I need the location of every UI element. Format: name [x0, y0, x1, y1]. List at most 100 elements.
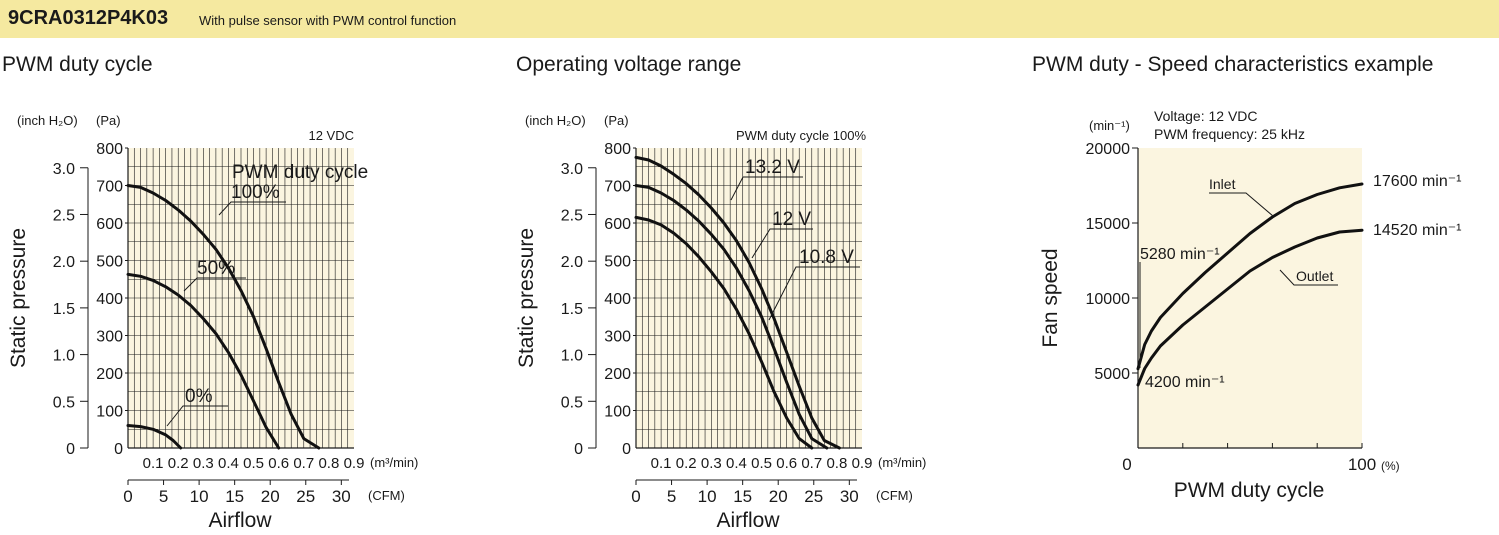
chart2-x-axis-title: Airflow: [716, 509, 780, 532]
chart2-inh2o-tick-label: 3.0: [561, 161, 583, 178]
chart2-m3-tick-label: 0.7: [801, 455, 822, 472]
chart3-series-line: [1136, 228, 1364, 387]
chart2-cfm-tick-label: 25: [804, 487, 823, 506]
chart3-leader-outlet: [1279, 269, 1338, 286]
chart2-leader-108: [768, 266, 860, 321]
chart1-inh2o-tick-label: 2.5: [53, 207, 75, 224]
chart3-series-label-outlet: Outlet: [1296, 268, 1333, 284]
chart1-leader-100: [218, 201, 286, 216]
chart1-cfm-tick-label: 25: [296, 487, 315, 506]
chart2-series-line: [634, 215, 814, 450]
chart3-series-label-inlet: Inlet: [1209, 176, 1236, 192]
chart1-pa-tick-label: 800: [96, 141, 123, 158]
chart1-series-line: [126, 184, 321, 450]
chart3-x-axis-title: PWM duty cycle: [1174, 479, 1325, 502]
chart2-inh2o-tick-label: 0: [574, 441, 583, 458]
chart1-m3-tick-label: 0.9: [344, 455, 365, 472]
chart2-cfm-tick-label: 15: [733, 487, 752, 506]
chart3-x-tick-label: 100: [1348, 455, 1376, 474]
chart2-cfm-unit: (CFM): [876, 488, 913, 503]
chart3-annotation-start-outlet: 4200 min⁻¹: [1145, 374, 1225, 391]
chart2-pa-tick-label: 500: [604, 254, 631, 271]
model-number: 9CRA0312P4K03: [8, 7, 169, 29]
chart1-cfm-unit: (CFM): [368, 488, 405, 503]
chart3-annotation-start-inlet: 5280 min⁻¹: [1140, 246, 1220, 263]
chart3-y-unit: (min⁻¹): [1089, 118, 1130, 133]
chart1-pa-tick-label: 100: [96, 404, 123, 421]
chart2-inh2o-tick-label: 0.5: [561, 394, 583, 411]
chart1-cfm-tick-label: 20: [261, 487, 280, 506]
chart1-pa-tick-label: 600: [96, 216, 123, 233]
chart2-inh2o-tick-label: 2.5: [561, 207, 583, 224]
chart1-inh2o-tick-label: 0: [66, 441, 75, 458]
chart2-leader-132: [730, 176, 803, 201]
chart1-leader-50: [183, 277, 246, 292]
chart1-cfm-tick-label: 30: [332, 487, 351, 506]
chart2-pa-tick-label: 300: [604, 329, 631, 346]
chart3-y-tick-label: 10000: [1086, 291, 1131, 308]
chart2-m3-tick-label: 0.2: [676, 455, 697, 472]
chart3-annotation-end-outlet: 14520 min⁻¹: [1373, 222, 1462, 239]
chart2-inh2o-tick-label: 2.0: [561, 254, 583, 271]
chart2-pa-tick-label: 600: [604, 216, 631, 233]
chart3-condition-frequency: PWM frequency: 25 kHz: [1154, 126, 1305, 142]
chart1-m3-tick-label: 0.3: [193, 455, 214, 472]
chart1-leader-0: [166, 405, 228, 427]
chart1-m3-tick-label: 0.2: [168, 455, 189, 472]
chart1-series-line: [126, 424, 183, 450]
chart1-y-axis-title: Static pressure: [7, 228, 30, 368]
chart3-leader-inlet: [1209, 192, 1274, 217]
chart1-m3-tick-label: 0.8: [318, 455, 339, 472]
chart1-cfm-tick-label: 5: [159, 487, 168, 506]
chart2-inh2o-tick-label: 1.0: [561, 348, 583, 365]
chart3-plot-area: [1138, 148, 1362, 448]
chart2-pa-tick-label: 800: [604, 141, 631, 158]
chart1-pa-tick-label: 400: [96, 291, 123, 308]
chart1-cfm-tick-label: 10: [190, 487, 209, 506]
chart2-m3-tick-label: 0.1: [651, 455, 672, 472]
chart1-m3-tick-label: 0.1: [143, 455, 164, 472]
chart2-m3-unit: (m³/min): [878, 455, 926, 470]
chart1-inh2o-tick-label: 3.0: [53, 161, 75, 178]
chart2-series-label-108: 10.8 V: [799, 247, 854, 268]
chart3-x-tick-label: 0: [1122, 455, 1131, 474]
chart3-x-unit: (%): [1381, 459, 1400, 473]
chart1-pa-tick-label: 700: [96, 179, 123, 196]
chart2-m3-tick-label: 0.4: [726, 455, 747, 472]
chart2-series-label-12: 12 V: [772, 209, 811, 230]
chart2-series-line: [634, 184, 829, 450]
chart1-title: PWM duty cycle: [2, 53, 153, 76]
chart1-pa-tick-label: 300: [96, 329, 123, 346]
chart2-m3-tick-label: 0.6: [776, 455, 797, 472]
chart2-y-axis-title: Static pressure: [515, 228, 538, 368]
chart1-cfm-tick-label: 0: [123, 487, 132, 506]
chart2-inh2o-tick-label: 1.5: [561, 301, 583, 318]
chart2-condition: PWM duty cycle 100%: [736, 128, 866, 143]
chart3-y-axis-title: Fan speed: [1039, 248, 1062, 347]
chart3-y-tick-label: 15000: [1086, 216, 1131, 233]
chart2-cfm-tick-label: 10: [698, 487, 717, 506]
chart1-x-axis-title: Airflow: [208, 509, 272, 532]
chart2-title: Operating voltage range: [516, 53, 742, 76]
chart2-m3-tick-label: 0.3: [701, 455, 722, 472]
chart2-m3-tick-label: 0.5: [751, 455, 772, 472]
chart2-leader-12: [751, 228, 813, 259]
chart2-m3-tick-label: 0.8: [826, 455, 847, 472]
chart2-pa-tick-label: 0: [622, 441, 631, 458]
model-description: With pulse sensor with PWM control funct…: [199, 13, 457, 28]
chart1-m3-unit: (m³/min): [370, 455, 418, 470]
chart1-m3-tick-label: 0.4: [218, 455, 239, 472]
chart2-pa-tick-label: 400: [604, 291, 631, 308]
chart1-inh2o-tick-label: 1.5: [53, 301, 75, 318]
chart3-annotation-end-inlet: 17600 min⁻¹: [1373, 173, 1462, 190]
chart1-m3-tick-label: 0.5: [243, 455, 264, 472]
chart1-cfm-tick-label: 15: [225, 487, 244, 506]
chart2-m3-tick-label: 0.9: [852, 455, 873, 472]
chart2-pa-tick-label: 100: [604, 404, 631, 421]
chart3-y-tick-label: 20000: [1086, 141, 1131, 158]
chart2-series-line: [634, 155, 841, 450]
chart1-condition: 12 VDC: [308, 128, 354, 143]
chart2-cfm-tick-label: 0: [631, 487, 640, 506]
chart2-series-label-132: 13.2 V: [745, 157, 800, 178]
